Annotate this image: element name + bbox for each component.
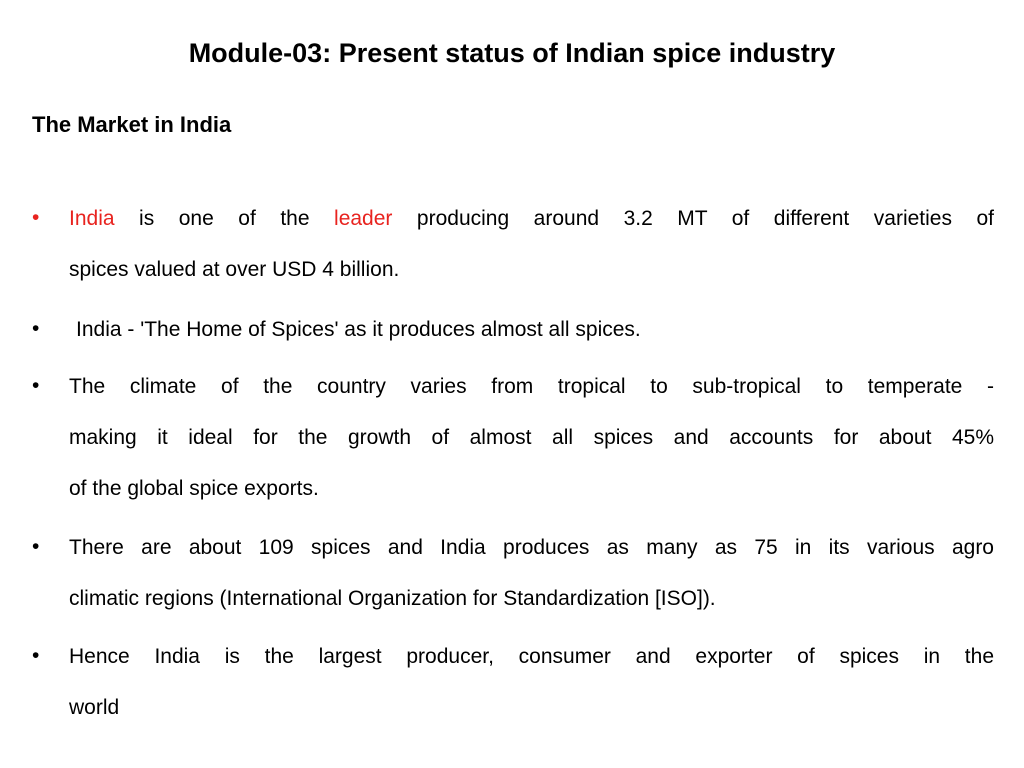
bullet-icon: • [32, 535, 40, 558]
bullet-item: • The climate of the country varies from… [32, 361, 994, 514]
bullet-icon: • [32, 644, 40, 667]
bullet-line: India is one of the leader producing aro… [69, 193, 994, 244]
bullet-line: climatic regions (International Organiza… [69, 587, 716, 610]
section-heading: The Market in India [32, 112, 232, 137]
bullet-item: • Hence India is the largest producer, c… [32, 631, 994, 733]
highlight-text: leader [334, 207, 393, 230]
bullet-item: • India - 'The Home of Spices' as it pro… [32, 304, 994, 355]
slide-title: Module-03: Present status of Indian spic… [188, 38, 836, 68]
highlight-text: India [69, 207, 115, 230]
bullet-item: • There are about 109 spices and India p… [32, 522, 994, 624]
bullet-icon: • [32, 374, 40, 397]
bullet-line: making it ideal for the growth of almost… [69, 426, 994, 449]
bullet-line: of the global spice exports. [69, 477, 319, 500]
bullet-icon: • [32, 206, 40, 229]
text-segment: is one of the [114, 207, 335, 230]
bullet-line: world [69, 696, 120, 719]
bullet-line: There are about 109 spices and India pro… [69, 536, 994, 559]
bullet-item: • India is one of the leader producing a… [32, 193, 994, 295]
bullet-line: Hence India is the largest producer, con… [69, 645, 994, 668]
text-segment: producing around 3.2 MT of different var… [392, 207, 995, 230]
bullet-line: The climate of the country varies from t… [69, 375, 994, 398]
bullet-line: spices valued at over USD 4 billion. [69, 258, 400, 281]
bullet-line: India - 'The Home of Spices' as it produ… [76, 318, 641, 341]
bullet-icon: • [32, 317, 40, 340]
